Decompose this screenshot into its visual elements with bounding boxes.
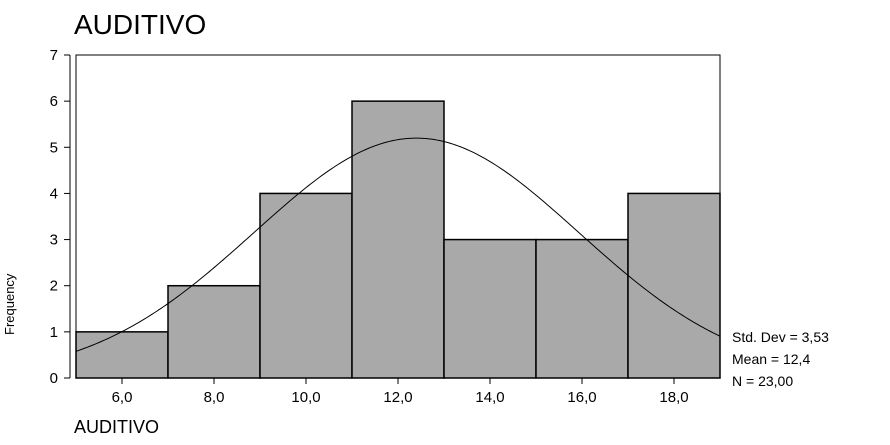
stat-n: N = 23,00 — [732, 373, 793, 389]
stat-std-dev: Std. Dev = 3,53 — [732, 329, 829, 345]
y-tick-label: 0 — [50, 370, 58, 387]
normal-curve-layer — [75, 137, 721, 352]
x-tick-label: 18,0 — [659, 389, 688, 406]
x-axis-label: AUDITIVO — [74, 417, 159, 437]
normal-curve — [75, 137, 721, 352]
y-tick-label: 1 — [50, 324, 58, 341]
chart-title: AUDITIVO — [74, 9, 206, 40]
y-tick-label: 6 — [50, 93, 58, 110]
y-tick-label: 5 — [50, 139, 58, 156]
y-tick-label: 7 — [50, 47, 58, 64]
x-tick-label: 10,0 — [291, 389, 320, 406]
histogram-bar — [259, 192, 353, 379]
histogram-bar — [535, 238, 629, 379]
y-axis-label: Frequency — [2, 273, 17, 335]
x-tick-label: 8,0 — [204, 389, 225, 406]
histogram-bar — [351, 100, 445, 379]
histogram-bar — [75, 331, 169, 379]
histogram-bar — [443, 238, 537, 379]
x-ticks: 6,0 8,0 10,0 12,0 14,0 16,0 18,0 — [112, 378, 689, 406]
y-tick-label: 2 — [50, 278, 58, 295]
y-ticks: 0 1 2 3 4 5 6 7 — [50, 47, 70, 387]
x-tick-label: 12,0 — [383, 389, 412, 406]
y-tick-label: 3 — [50, 232, 58, 249]
x-tick-label: 14,0 — [475, 389, 504, 406]
y-tick-label: 4 — [50, 185, 58, 202]
histogram-bar — [167, 284, 261, 379]
x-tick-label: 16,0 — [567, 389, 596, 406]
stats-block: Std. Dev = 3,53 Mean = 12,4 N = 23,00 — [732, 329, 829, 389]
stat-mean: Mean = 12,4 — [732, 351, 810, 367]
bars — [75, 100, 721, 379]
histogram-bar — [627, 192, 721, 379]
x-tick-label: 6,0 — [112, 389, 133, 406]
